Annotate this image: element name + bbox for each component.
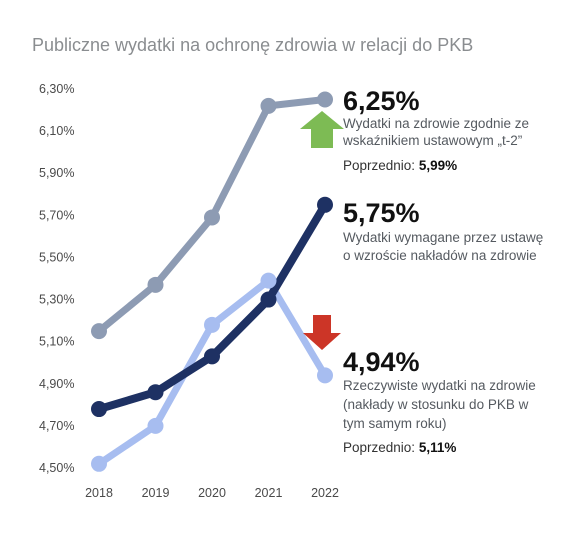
- series-2-desc-line-1: Wydatki wymagane przez ustawę: [343, 230, 543, 245]
- y-tick-label: 5,30%: [39, 293, 74, 307]
- series-1-value: 6,25%: [343, 86, 420, 116]
- y-tick-label: 5,10%: [39, 335, 74, 349]
- series-1-point: [204, 209, 220, 226]
- series-3-previous: Poprzednio: 5,11%: [343, 440, 456, 455]
- series-3-point: [317, 367, 333, 384]
- series-1-point: [317, 91, 333, 108]
- chart-title: Publiczne wydatki na ochronę zdrowia w r…: [32, 35, 473, 55]
- y-tick-label: 5,50%: [39, 250, 74, 264]
- series-2-point: [204, 348, 220, 365]
- series-3-previous-value: 5,11%: [419, 440, 457, 455]
- series-3-previous-label: Poprzednio:: [343, 440, 415, 455]
- y-tick-label: 6,10%: [39, 124, 74, 138]
- series-1-previous-value: 5,99%: [419, 158, 457, 173]
- series-3-desc-line-3: tym samym roku): [343, 416, 447, 431]
- y-tick-label: 4,90%: [39, 377, 74, 391]
- arrow-down-icon: [303, 315, 341, 350]
- series-3-point: [260, 272, 277, 289]
- series-2-point: [91, 401, 107, 418]
- series-line-3: [95, 277, 329, 468]
- series-2-value: 5,75%: [343, 198, 420, 228]
- series-2-point: [317, 196, 333, 213]
- series-1-desc-line-1: Wydatki na zdrowie zgodnie ze: [343, 116, 529, 131]
- y-tick-label: 5,70%: [39, 208, 74, 222]
- y-tick-label: 4,50%: [39, 461, 74, 475]
- x-tick-label: 2021: [255, 486, 283, 500]
- series-2-point: [147, 384, 164, 401]
- series-2-desc-line-2: o wzroście nakładów na zdrowie: [343, 248, 537, 263]
- series-points: [91, 91, 333, 472]
- series-1-previous-label: Poprzednio:: [343, 158, 415, 173]
- series-1-previous: Poprzednio: 5,99%: [343, 158, 457, 173]
- series-1-desc-line-2: wskaźnikiem ustawowym „t-2”: [342, 133, 522, 148]
- series-3-desc-line-2: (nakłady w stosunku do PKB w: [343, 397, 529, 412]
- arrow-up-icon: [300, 111, 344, 148]
- series-3-value: 4,94%: [343, 347, 420, 377]
- y-tick-label: 4,70%: [39, 419, 74, 433]
- series-lines: [95, 96, 329, 468]
- y-tick-label: 6,30%: [39, 82, 74, 96]
- series-2-point: [260, 291, 277, 308]
- x-tick-label: 2020: [198, 486, 226, 500]
- series-1-point: [147, 276, 164, 293]
- series-3-desc-line-1: Rzeczywiste wydatki na zdrowie: [343, 378, 536, 393]
- series-1-point: [260, 97, 277, 114]
- x-tick-label: 2022: [311, 486, 339, 500]
- series-3-point: [147, 417, 164, 434]
- y-axis-ticks: 4,50% 4,70% 4,90% 5,10% 5,30% 5,50% 5,70% 5,90%…: [39, 82, 74, 475]
- x-axis-ticks: 2018 2019 2020 2021 2022: [85, 486, 339, 500]
- x-tick-label: 2018: [85, 486, 113, 500]
- series-3-point: [204, 316, 220, 333]
- y-tick-label: 5,90%: [39, 166, 74, 180]
- x-tick-label: 2019: [142, 486, 170, 500]
- series-3-point: [91, 455, 107, 472]
- series-1-point: [91, 323, 107, 340]
